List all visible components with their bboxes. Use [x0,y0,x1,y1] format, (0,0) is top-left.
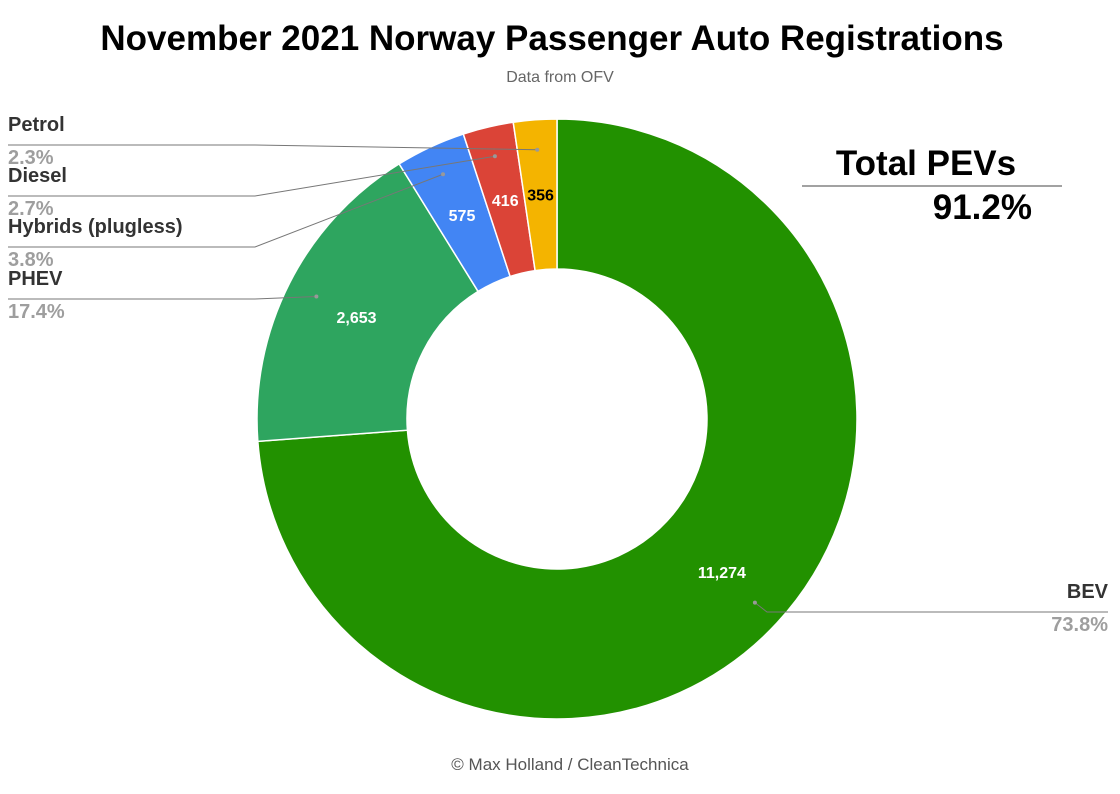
leader-line-phev [8,295,317,300]
value-labels-group: 11,274 2,653 575 416 356 [336,188,746,582]
percent-label-hybrids-plugless: 3.8% [8,249,54,271]
percent-label-petrol: 2.3% [8,147,54,169]
total-pevs-label: Total PEVs [836,144,1016,183]
value-label-diesel: 416 [492,193,519,210]
leader-dot-phev [314,294,319,299]
slice-bev [257,118,858,720]
leader-line-bev [754,602,1108,613]
leader-line-petrol [8,144,538,151]
value-label-hybrids-plugless: 575 [449,208,476,225]
total-pevs-value: 91.2% [933,188,1032,227]
chart-title: November 2021 Norway Passenger Auto Regi… [100,19,1003,58]
value-label-bev: 11,274 [698,565,746,582]
category-label-phev: PHEV [8,268,63,290]
leader-dot-hybrids-plugless [441,172,446,177]
category-labels-group: BEV 73.8% PHEV 17.4% Hybrids (plugless) 3.8% D… [8,114,1109,636]
leader-line-diesel [8,155,495,197]
chart-footer: © Max Holland / CleanTechnica [451,755,689,774]
percent-label-diesel: 2.7% [8,198,54,220]
leader-dot-bev [752,600,757,605]
value-label-phev: 2,653 [336,310,376,327]
leader-lines-group [8,144,1108,613]
slice-petrol [512,118,558,272]
category-label-petrol: Petrol [8,114,65,136]
slices-group [256,118,858,720]
value-label-petrol: 356 [527,188,554,205]
category-label-diesel: Diesel [8,165,67,187]
chart-subtitle: Data from OFV [506,69,614,86]
category-label-hybrids-plugless: Hybrids (plugless) [8,216,182,238]
leader-dot-diesel [492,154,497,159]
category-label-bev: BEV [1067,581,1109,603]
slice-phev [256,162,480,443]
leader-line-hybrids-plugless [8,173,444,248]
percent-label-bev: 73.8% [1051,614,1108,636]
percent-label-phev: 17.4% [8,301,65,323]
leader-dot-petrol [535,147,540,152]
